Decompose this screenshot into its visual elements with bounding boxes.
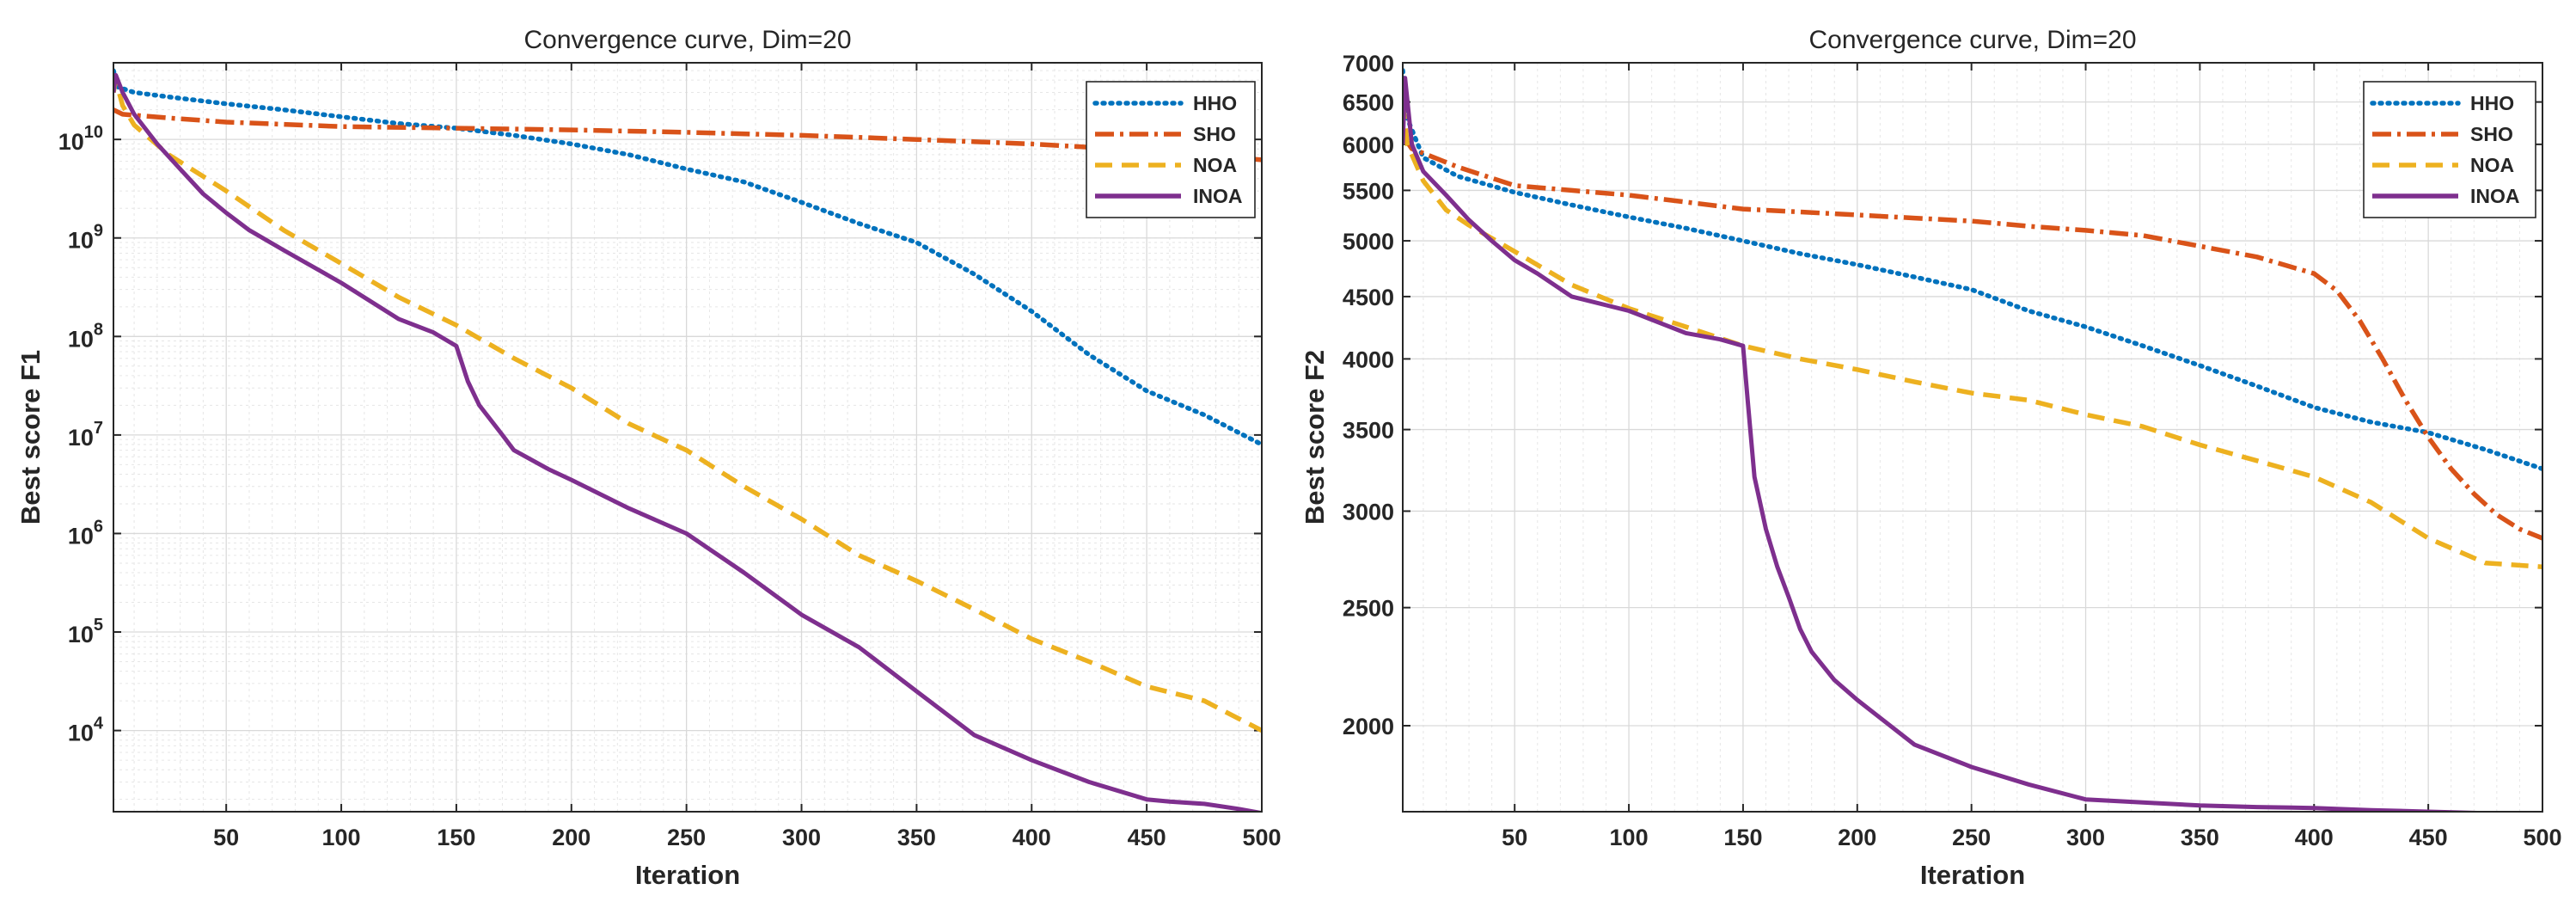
chart-f2-xtick-label: 100	[1610, 825, 1649, 850]
chart-f1-xlabel: Iteration	[635, 860, 740, 890]
chart-f2-legend-label-hho: HHO	[2470, 92, 2514, 114]
chart-f1-xtick-label: 150	[437, 825, 475, 850]
chart-f2-ytick-label: 4500	[1343, 285, 1394, 310]
chart-f2-legend-label-inoa: INOA	[2470, 185, 2520, 207]
chart-f2-ytick-label: 6000	[1343, 132, 1394, 158]
chart-f1-series-noa	[113, 77, 1262, 733]
chart-f1-xtick-label: 300	[782, 825, 821, 850]
chart-f1-legend-label-sho: SHO	[1193, 123, 1236, 145]
chart-f2-ytick-label: 2000	[1343, 714, 1394, 739]
chart-f1-ytick-label: 108	[68, 320, 103, 352]
chart-f2-xtick-label: 150	[1723, 825, 1762, 850]
chart-f2-xtick-label: 200	[1838, 825, 1876, 850]
chart-f1-legend-label-inoa: INOA	[1193, 185, 1243, 207]
chart-f2-ytick-label: 3500	[1343, 418, 1394, 444]
chart-f1: Convergence curve, Dim=20 Iteration Best…	[15, 26, 1282, 890]
chart-f2-xtick-label: 500	[2523, 825, 2561, 850]
chart-f1-xtick-label: 500	[1242, 825, 1281, 850]
chart-f1-title: Convergence curve, Dim=20	[523, 26, 851, 54]
chart-f2-series-noa	[1403, 101, 2542, 570]
chart-f1-xtick-label: 50	[213, 825, 239, 850]
chart-f2-xlabel: Iteration	[1920, 860, 2025, 890]
chart-f2-xtick-label: 50	[1502, 825, 1527, 850]
chart-f2-plot-area	[1403, 63, 2542, 812]
chart-f1-ytick-label: 105	[68, 616, 103, 647]
chart-f1-ytick-label: 104	[68, 715, 104, 746]
chart-f1-xtick-label: 350	[897, 825, 936, 850]
chart-f1-ytick-label: 109	[68, 222, 103, 254]
chart-f2-ytick-label: 5000	[1343, 229, 1394, 255]
chart-f2-series-sho	[1403, 134, 2542, 541]
chart-f1-ytick-label: 107	[68, 419, 103, 451]
chart-f2-ytick-label: 7000	[1343, 51, 1394, 77]
chart-f2-title: Convergence curve, Dim=20	[1808, 26, 2136, 54]
chart-f2-legend: HHO SHO NOA INOA	[2363, 81, 2536, 218]
chart-f1-legend: HHO SHO NOA INOA	[1086, 81, 1256, 218]
chart-f1-legend-label-noa: NOA	[1193, 154, 1237, 176]
chart-f2-ylabel: Best score F2	[1300, 350, 1330, 525]
chart-f1-xtick-label: 100	[322, 825, 361, 850]
chart-f1-series-inoa	[113, 72, 1262, 812]
chart-f1-axes-box	[113, 62, 1263, 813]
chart-f1-xtick-label: 200	[552, 825, 590, 850]
chart-f1-series-sho	[113, 107, 1262, 163]
chart-f2-xtick-label: 400	[2295, 825, 2334, 850]
chart-f2-ytick-label: 5500	[1343, 178, 1394, 204]
chart-f1-series-hho	[113, 68, 1262, 447]
chart-f2-ytick-label: 6500	[1343, 90, 1394, 116]
chart-f2: Convergence curve, Dim=20 Iteration Best…	[1300, 26, 2562, 890]
chart-f1-legend-label-hho: HHO	[1193, 92, 1237, 114]
chart-f2-ytick-label: 3000	[1343, 499, 1394, 525]
chart-f1-ytick-label: 106	[68, 517, 103, 549]
chart-f2-series-hho	[1403, 68, 2542, 471]
chart-f2-xtick-label: 450	[2409, 825, 2448, 850]
chart-f2-grid	[1403, 62, 2543, 812]
chart-f2-legend-label-noa: NOA	[2470, 154, 2514, 176]
chart-f2-xtick-label: 250	[1952, 825, 1991, 850]
chart-f1-ylabel: Best score F1	[15, 350, 46, 525]
chart-f2-legend-label-sho: SHO	[2470, 123, 2513, 145]
chart-f2-axes-box	[1402, 62, 2543, 813]
chart-f2-xtick-label: 300	[2066, 825, 2105, 850]
chart-f2-ytick-label: 4000	[1343, 347, 1394, 372]
chart-f2-ytick-label: 2500	[1343, 596, 1394, 622]
chart-f1-plot-area	[113, 63, 1262, 812]
chart-f2-xtick-label: 350	[2181, 825, 2219, 850]
chart-f1-ytick-label: 1010	[58, 123, 103, 155]
chart-f1-grid	[113, 62, 1263, 812]
chart-f2-series-inoa	[1403, 76, 2508, 812]
chart-f1-xtick-label: 450	[1128, 825, 1166, 850]
chart-f1-xtick-label: 250	[667, 825, 706, 850]
chart-f1-xtick-label: 400	[1013, 825, 1051, 850]
